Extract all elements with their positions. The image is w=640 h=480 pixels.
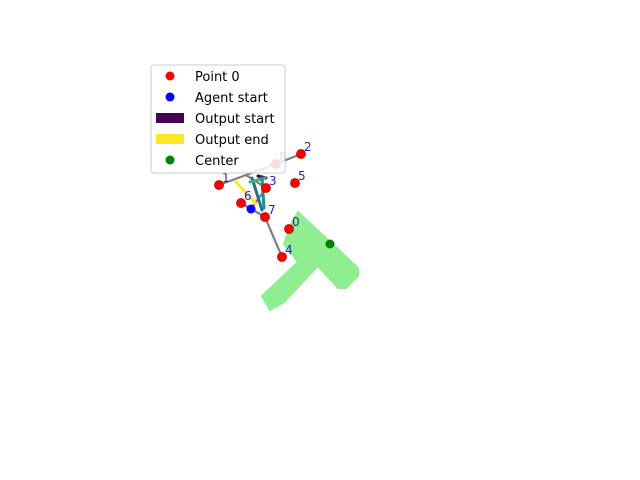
point-0 [284,224,294,234]
legend-frame [150,64,286,174]
point-4 [277,252,287,262]
point-label-4: 4 [285,243,293,257]
center-point [325,239,335,249]
agent-start-point [246,204,256,214]
point-label-5: 5 [298,169,306,183]
legend-label-oend: Output end [195,133,269,148]
legend-marker-agent [165,92,175,102]
point-2 [296,149,306,159]
output-segment-3 [234,180,258,206]
legend-label-ostart: Output start [195,112,275,127]
point-label-2: 2 [304,140,312,154]
output-segment-1 [250,176,264,212]
point-label-0: 0 [292,215,300,229]
legend-marker-point0 [165,71,175,81]
point-1 [214,180,224,190]
point-6 [236,198,246,208]
legend-label-center: Center [195,154,239,169]
point-label-7: 7 [268,203,276,217]
point-7 [260,212,270,222]
point-5 [290,178,300,188]
legend-patch-oend [156,134,184,144]
output-segments [234,174,268,212]
point-label-3: 3 [269,174,277,188]
point-3 [261,183,271,193]
region-layer [260,210,359,312]
target-region [260,210,359,312]
legend-label-point0: Point 0 [195,70,240,85]
output-segment-4 [260,176,266,210]
legend: Point 0 Agent start Output start Output end… [150,64,286,174]
legend-label-agent: Agent start [195,91,268,106]
legend-marker-center [165,155,175,165]
legend-patch-ostart [156,113,184,123]
point-label-1: 1 [222,171,230,185]
point-label-6: 6 [244,189,252,203]
